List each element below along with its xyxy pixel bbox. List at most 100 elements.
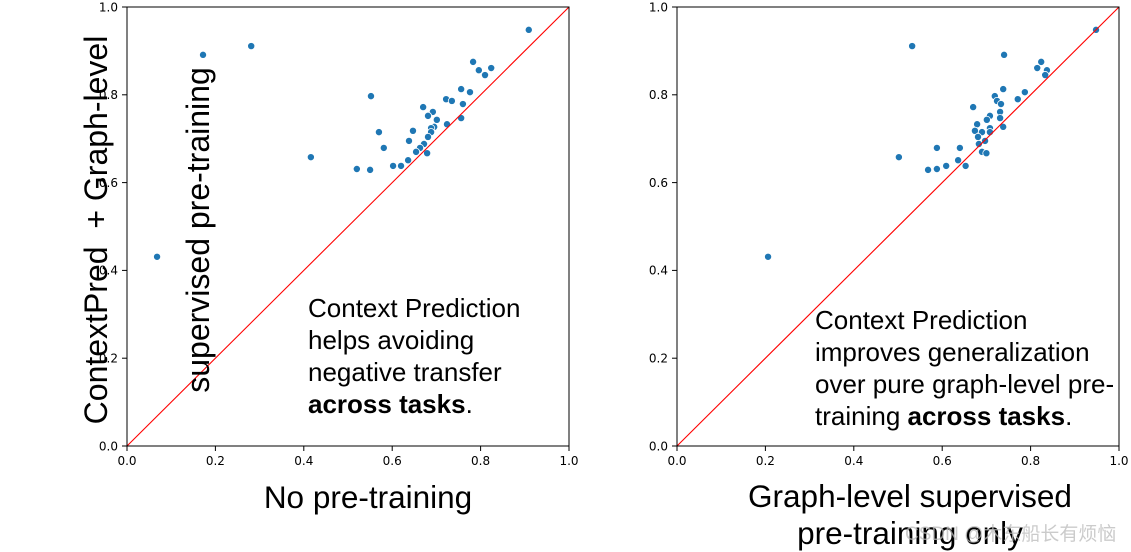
y-tick-label: 0.8 <box>99 88 118 102</box>
annotation-line: training across tasks. <box>815 400 1114 432</box>
x-axis-label-line: No pre-training <box>263 479 473 515</box>
data-point <box>447 96 456 105</box>
x-tick-label: 0.0 <box>667 454 686 468</box>
data-point <box>982 149 991 158</box>
y-tick-label: 0.8 <box>649 88 668 102</box>
data-point <box>996 100 1005 109</box>
axes-frame <box>126 6 570 447</box>
data-point <box>1020 88 1029 97</box>
data-point <box>487 64 496 73</box>
annotation-right: Context Prediction improves generalizati… <box>815 304 1114 432</box>
data-point <box>894 153 903 162</box>
data-point <box>1037 57 1046 66</box>
data-point <box>465 88 474 97</box>
data-point <box>1013 95 1022 104</box>
y-tick-label: 1.0 <box>649 0 668 14</box>
x-tick-label: 0.2 <box>206 454 225 468</box>
x-tick-label: 1.0 <box>1109 454 1128 468</box>
y-axis-label: ContextPred + Graph-level supervised pre… <box>11 20 216 440</box>
data-point <box>432 115 441 124</box>
data-point <box>457 114 466 123</box>
y-tick-label: 0.6 <box>99 176 118 190</box>
data-point <box>973 120 982 129</box>
y-axis-label-line: ContextPred + Graph-level <box>78 35 114 425</box>
x-axis-label-line: pre-training only <box>797 515 1023 551</box>
x-tick-label: 1.0 <box>559 454 578 468</box>
annotation-line: across tasks. <box>308 388 520 420</box>
data-point <box>374 128 383 137</box>
y-tick-label: 0.6 <box>649 176 668 190</box>
data-point <box>366 92 375 101</box>
x-axis-label-line: Graph-level supervised <box>748 478 1072 514</box>
data-point <box>404 136 413 145</box>
data-point <box>199 50 208 59</box>
y-tick-label: 0.2 <box>99 352 118 366</box>
x-axis-label-right: Graph-level supervised pre-training only <box>710 478 1110 552</box>
x-tick-label: 0.2 <box>756 454 775 468</box>
axes-frame <box>676 6 1120 447</box>
annotation-emphasis: across tasks <box>308 389 466 419</box>
x-tick-label: 0.6 <box>383 454 402 468</box>
data-point <box>999 122 1008 131</box>
data-point <box>397 161 406 170</box>
data-point <box>408 126 417 135</box>
diagonal-reference-line <box>676 6 1120 447</box>
annotation-prefix: training <box>815 401 908 431</box>
data-point <box>404 156 413 165</box>
data-point <box>443 120 452 129</box>
data-point <box>942 161 951 170</box>
y-tick-label: 0.0 <box>649 439 668 453</box>
data-point <box>908 42 917 51</box>
y-axis-label-line: supervised pre-training <box>180 67 216 393</box>
x-tick-label: 0.8 <box>1021 454 1040 468</box>
annotation-line: negative transfer <box>308 357 502 387</box>
annotation-line: over pure graph-level pre- <box>815 369 1115 399</box>
data-point <box>306 153 315 162</box>
data-point <box>423 132 432 141</box>
data-point <box>924 165 933 174</box>
data-point <box>412 147 421 156</box>
data-point <box>1041 71 1050 80</box>
y-tick-label: 0.4 <box>99 264 118 278</box>
data-point <box>961 161 970 170</box>
data-point <box>423 111 432 120</box>
data-point <box>474 66 483 75</box>
data-point <box>764 252 773 261</box>
plot-right: 0.0 0.2 0.4 0.6 0.8 1.0 0.0 0.2 0.4 0.6 0.8 1.0 <box>649 0 1129 468</box>
annotation-line: improves generalization <box>815 337 1090 367</box>
annotation-suffix: . <box>1065 401 1073 431</box>
data-point <box>247 42 256 51</box>
annotation-emphasis: across tasks <box>907 401 1066 431</box>
data-point <box>379 143 388 152</box>
data-point <box>481 71 490 80</box>
x-tick-label: 0.4 <box>294 454 313 468</box>
data-point <box>974 132 983 141</box>
data-point <box>954 156 963 165</box>
diagonal-reference-line <box>126 6 570 447</box>
data-point <box>981 136 990 145</box>
y-tick-label: 1.0 <box>99 0 118 14</box>
x-tick-label: 0.4 <box>844 454 863 468</box>
data-point <box>1000 50 1009 59</box>
y-tick-label: 0.4 <box>649 264 668 278</box>
data-point <box>469 57 478 66</box>
data-point <box>999 85 1008 94</box>
data-point <box>932 164 941 173</box>
data-point <box>1033 64 1042 73</box>
data-point <box>524 25 533 34</box>
annotation-line: helps avoiding <box>308 325 475 355</box>
x-tick-label: 0.8 <box>471 454 490 468</box>
y-tick-label: 0.0 <box>99 439 118 453</box>
x-tick-label: 0.0 <box>117 454 136 468</box>
data-point <box>996 114 1005 123</box>
data-point <box>932 143 941 152</box>
y-tick-label: 0.2 <box>649 352 668 366</box>
data-point <box>153 252 162 261</box>
data-point <box>366 165 375 174</box>
annotation-left: Context Prediction helps avoiding negati… <box>308 292 520 420</box>
annotation-suffix: . <box>465 389 473 419</box>
data-point <box>955 143 964 152</box>
data-point <box>352 164 361 173</box>
